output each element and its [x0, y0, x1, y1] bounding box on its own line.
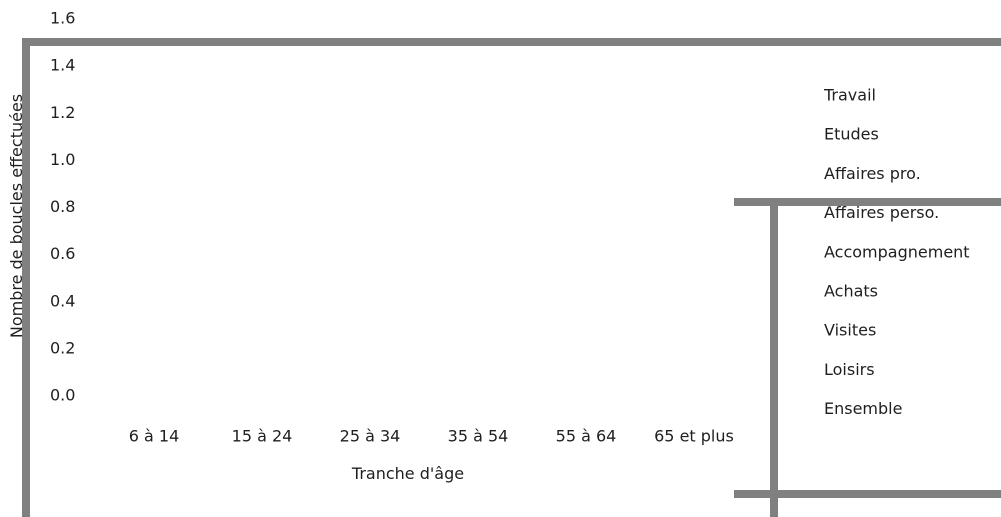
chart-frames — [22, 38, 1001, 517]
y-tick-label: 1.2 — [50, 103, 75, 122]
y-tick-label: 1.4 — [50, 56, 75, 75]
y-tick-label: 0.4 — [50, 291, 75, 310]
legend-item-label: Visites — [824, 321, 876, 340]
x-tick-label: 25 à 34 — [340, 427, 401, 446]
legend-item-label: Loisirs — [824, 360, 875, 379]
y-tick-label: 0.8 — [50, 197, 75, 216]
x-axis-ticks: 6 à 14 15 à 24 25 à 34 35 à 54 55 à 64 65 et … — [129, 427, 734, 446]
legend: Travail Etudes Affaires pro. Affaires perso… — [823, 86, 970, 419]
x-tick-label: 6 à 14 — [129, 427, 180, 446]
y-axis-ticks: 0.0 0.2 0.4 0.6 0.8 1.0 1.2 1.4 1.6 — [50, 9, 75, 405]
x-tick-label: 15 à 24 — [232, 427, 293, 446]
legend-item-label: Accompagnement — [824, 242, 970, 261]
y-tick-label: 1.6 — [50, 9, 75, 28]
x-tick-label: 55 à 64 — [556, 427, 617, 446]
y-axis-title: Nombre de boucles effectuées — [7, 94, 26, 338]
x-axis-title: Tranche d'âge — [351, 464, 464, 483]
y-tick-label: 1.0 — [50, 150, 75, 169]
legend-item-label: Affaires perso. — [824, 203, 939, 222]
y-tick-label: 0.6 — [50, 244, 75, 263]
legend-item-label: Achats — [824, 282, 878, 301]
legend-item-label: Etudes — [824, 125, 879, 144]
y-tick-label: 0.0 — [50, 386, 75, 405]
x-tick-label: 35 à 54 — [448, 427, 509, 446]
y-tick-label: 0.2 — [50, 338, 75, 357]
legend-item-label: Ensemble — [824, 399, 902, 418]
x-tick-label: 65 et plus — [654, 427, 734, 446]
legend-item-label: Affaires pro. — [824, 164, 921, 183]
legend-item-label: Travail — [823, 86, 876, 105]
